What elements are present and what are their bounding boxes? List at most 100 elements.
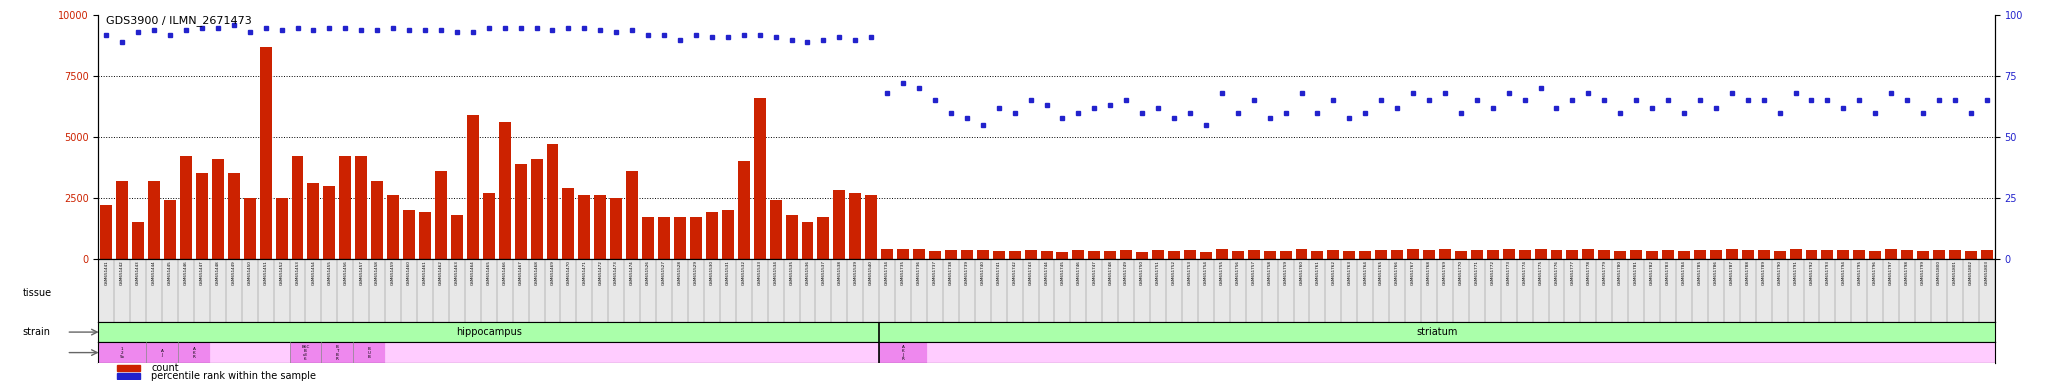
- Bar: [1933, 250, 1946, 258]
- Bar: [610, 198, 623, 258]
- Bar: [164, 200, 176, 258]
- Text: GSM651444: GSM651444: [152, 260, 156, 285]
- Bar: [834, 190, 846, 258]
- Bar: [707, 212, 719, 258]
- Bar: [930, 251, 940, 258]
- Text: GSM651442: GSM651442: [121, 260, 125, 285]
- Text: GSM651773: GSM651773: [1507, 260, 1511, 285]
- Text: GSM651794: GSM651794: [1841, 260, 1845, 285]
- Bar: [371, 181, 383, 258]
- Bar: [467, 115, 479, 258]
- Text: GSM651463: GSM651463: [455, 260, 459, 285]
- Bar: [1423, 250, 1436, 258]
- Bar: [1280, 251, 1292, 258]
- Text: GSM651756: GSM651756: [1235, 260, 1239, 285]
- Text: GSM651537: GSM651537: [821, 260, 825, 285]
- Text: GSM651743: GSM651743: [1028, 260, 1032, 285]
- Text: 1
2
9x: 1 2 9x: [119, 347, 125, 359]
- Bar: [1247, 250, 1260, 258]
- Bar: [770, 200, 782, 258]
- Bar: [1264, 251, 1276, 258]
- Bar: [1167, 251, 1180, 258]
- Text: GSM651766: GSM651766: [1395, 260, 1399, 285]
- Text: A
K
R: A K R: [193, 347, 195, 359]
- Text: GSM651782: GSM651782: [1651, 260, 1655, 285]
- Bar: [1296, 249, 1307, 258]
- Bar: [1104, 251, 1116, 258]
- Bar: [547, 144, 559, 258]
- Bar: [451, 215, 463, 258]
- Text: GSM651750: GSM651750: [1141, 260, 1145, 285]
- Bar: [1137, 253, 1149, 258]
- Bar: [1837, 250, 1849, 258]
- Text: GSM651793: GSM651793: [1825, 260, 1829, 285]
- Text: GSM651458: GSM651458: [375, 260, 379, 285]
- Text: GSM651781: GSM651781: [1634, 260, 1638, 285]
- Text: strain: strain: [23, 327, 51, 337]
- Text: GSM651471: GSM651471: [582, 260, 586, 285]
- Bar: [563, 188, 573, 258]
- Text: B6C
B
c3
6: B6C B c3 6: [301, 344, 309, 361]
- Bar: [403, 210, 416, 258]
- Bar: [500, 122, 510, 258]
- Text: GSM651754: GSM651754: [1204, 260, 1208, 285]
- Text: GSM651450: GSM651450: [248, 260, 252, 285]
- Text: GSM651751: GSM651751: [1155, 260, 1159, 285]
- Text: GSM651466: GSM651466: [502, 260, 506, 285]
- Bar: [420, 212, 430, 258]
- Bar: [1040, 251, 1053, 258]
- Bar: [737, 161, 750, 258]
- Text: percentile rank within the sample: percentile rank within the sample: [152, 371, 315, 381]
- Text: GSM651532: GSM651532: [741, 260, 745, 285]
- Bar: [1964, 251, 1976, 258]
- Text: GSM651447: GSM651447: [201, 260, 205, 285]
- Bar: [1407, 249, 1419, 258]
- Text: GSM651790: GSM651790: [1778, 260, 1782, 285]
- Text: GSM651539: GSM651539: [854, 260, 858, 285]
- Text: GSM651454: GSM651454: [311, 260, 315, 285]
- Bar: [209, 342, 289, 363]
- Bar: [530, 159, 543, 258]
- Bar: [1374, 250, 1386, 258]
- Text: GSM651441: GSM651441: [104, 260, 109, 285]
- Text: GSM651449: GSM651449: [231, 260, 236, 285]
- Bar: [1726, 249, 1739, 258]
- Text: GSM651735: GSM651735: [901, 260, 905, 285]
- Bar: [1870, 251, 1882, 258]
- Text: GSM651470: GSM651470: [567, 260, 571, 285]
- Text: GSM651461: GSM651461: [424, 260, 426, 285]
- Bar: [864, 195, 877, 258]
- Text: GSM651526: GSM651526: [645, 260, 649, 285]
- Text: GSM651452: GSM651452: [281, 260, 283, 285]
- Text: GSM651796: GSM651796: [1874, 260, 1878, 285]
- Bar: [1710, 250, 1722, 258]
- Text: GSM651763: GSM651763: [1348, 260, 1352, 285]
- Text: GSM651540: GSM651540: [868, 260, 872, 285]
- Text: B
T
B
R: B T B R: [336, 344, 338, 361]
- Bar: [227, 174, 240, 258]
- Bar: [1741, 250, 1753, 258]
- Text: GSM651768: GSM651768: [1427, 260, 1432, 285]
- Text: GSM651459: GSM651459: [391, 260, 395, 285]
- Bar: [1614, 251, 1626, 258]
- Bar: [354, 156, 367, 258]
- Bar: [594, 195, 606, 258]
- Bar: [1440, 249, 1450, 258]
- Bar: [1120, 250, 1133, 258]
- Bar: [289, 342, 322, 363]
- Text: GDS3900 / ILMN_2671473: GDS3900 / ILMN_2671473: [106, 15, 252, 26]
- Bar: [1184, 250, 1196, 258]
- Text: GSM651736: GSM651736: [918, 260, 922, 285]
- Bar: [1073, 250, 1083, 258]
- Text: hippocampus: hippocampus: [457, 327, 522, 337]
- Bar: [643, 217, 653, 258]
- Bar: [1821, 250, 1833, 258]
- Text: B
U
B: B U B: [369, 347, 371, 359]
- Text: GSM651762: GSM651762: [1331, 260, 1335, 285]
- Text: GSM651767: GSM651767: [1411, 260, 1415, 285]
- Bar: [1567, 250, 1579, 258]
- Bar: [961, 250, 973, 258]
- Bar: [1024, 250, 1036, 258]
- Bar: [1391, 250, 1403, 258]
- Bar: [180, 156, 193, 258]
